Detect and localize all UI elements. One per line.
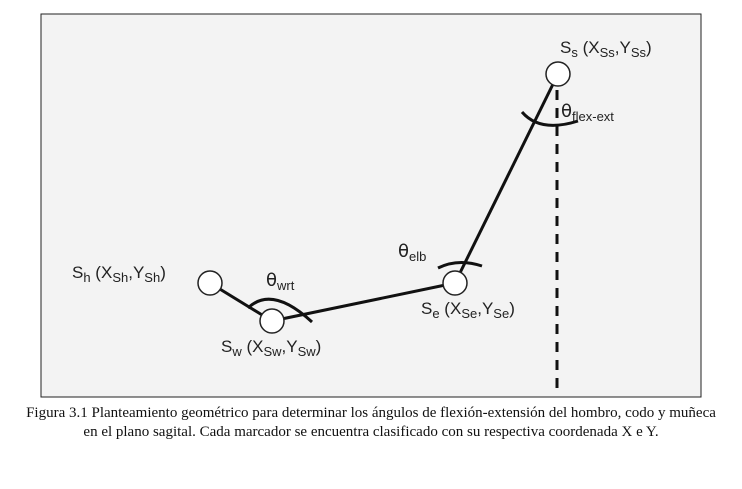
label-hip: Sh (XSh,YSh): [72, 263, 166, 285]
diagram-panel: [40, 13, 702, 398]
angle-label-wrist: θwrt: [266, 270, 295, 293]
angle-label-shoulder: θflex-ext: [561, 101, 614, 124]
angle-arc-wrist: [246, 297, 314, 324]
angle-label-elbow: θelb: [398, 241, 426, 264]
marker-wrist: [259, 308, 285, 334]
angle-arc-shoulder: [520, 110, 579, 127]
label-elbow: Se (XSe,YSe): [421, 299, 515, 321]
angle-arc-elbow: [437, 261, 483, 270]
segment-elbow-shoulder: [453, 73, 560, 284]
label-wrist: Sw (XSw,YSw): [221, 337, 321, 359]
marker-shoulder: [545, 61, 571, 87]
marker-elbow: [442, 270, 468, 296]
figure-caption: Figura 3.1 Planteamiento geométrico para…: [26, 405, 716, 440]
marker-hip: [197, 270, 223, 296]
label-shoulder: Ss (XSs,YSs): [560, 38, 652, 60]
